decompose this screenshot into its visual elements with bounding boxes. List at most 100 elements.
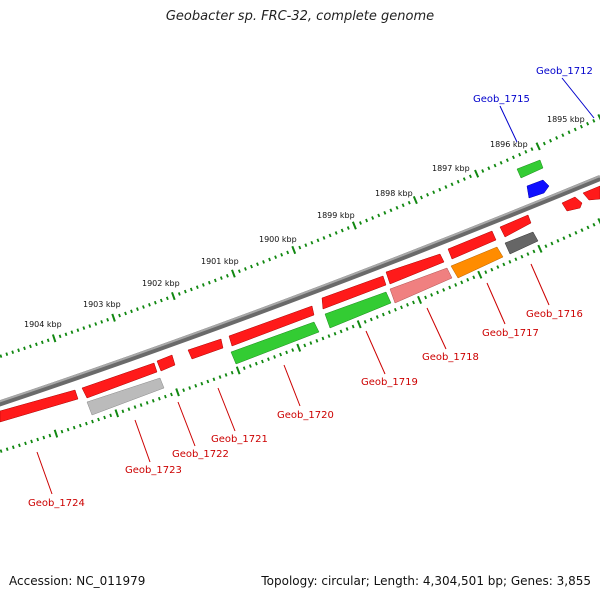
minor-scale-tick <box>580 228 584 232</box>
scale-label: 1902 kbp <box>142 279 180 288</box>
minor-scale-tick <box>145 401 149 405</box>
major-scale-tick <box>51 334 57 343</box>
minor-scale-tick <box>462 177 466 181</box>
minor-scale-tick <box>395 205 399 210</box>
minor-scale-tick <box>340 228 344 233</box>
gene-arrow-offscreen-a[interactable] <box>561 196 583 212</box>
minor-scale-tick <box>82 326 86 330</box>
minor-scale-tick <box>164 394 167 399</box>
gene-label-geob-1724[interactable]: Geob_1724 <box>28 498 85 509</box>
gene-arrow-offscreen-b[interactable] <box>582 185 600 201</box>
minor-scale-tick <box>35 342 38 347</box>
minor-scale-tick <box>400 305 403 310</box>
minor-scale-tick <box>58 334 62 339</box>
minor-scale-tick <box>315 338 319 343</box>
minor-scale-tick <box>285 350 289 355</box>
minor-scale-tick <box>76 328 80 332</box>
minor-scale-tick <box>286 250 290 255</box>
gene-label-geob-1712[interactable]: Geob_1712 <box>536 66 593 77</box>
minor-scale-tick <box>248 364 252 368</box>
gene-label-geob-1719[interactable]: Geob_1719 <box>361 377 418 388</box>
scale-label: 1899 kbp <box>317 211 355 220</box>
minor-scale-tick <box>23 346 26 351</box>
minor-scale-tick <box>48 433 52 438</box>
minor-scale-tick <box>586 121 590 126</box>
minor-scale-tick <box>11 445 15 450</box>
minor-scale-tick <box>195 285 199 290</box>
minor-scale-tick <box>406 303 409 307</box>
minor-scale-tick <box>170 392 173 397</box>
minor-scale-tick <box>279 352 283 357</box>
minor-scale-tick <box>177 292 181 296</box>
gene-label-geob-1718[interactable]: Geob_1718 <box>422 352 479 363</box>
minor-scale-tick <box>5 352 9 356</box>
minor-scale-tick <box>18 443 21 448</box>
major-scale-tick <box>291 245 297 255</box>
minor-scale-tick <box>206 379 210 384</box>
minor-scale-tick <box>444 185 448 189</box>
gene-arrow-geob-1712[interactable] <box>526 179 550 199</box>
gene-arrow-upper-7[interactable] <box>156 354 176 372</box>
minor-scale-tick <box>334 231 338 235</box>
minor-scale-tick <box>201 283 205 287</box>
minor-scale-tick <box>94 322 98 326</box>
major-scale-tick <box>537 244 543 253</box>
gene-label-geob-1715[interactable]: Geob_1715 <box>473 94 530 105</box>
gene-arrow-upper-9[interactable] <box>0 389 79 423</box>
minor-scale-tick <box>213 278 217 283</box>
gene-arrow-geob-1723[interactable] <box>86 377 165 416</box>
minor-scale-tick <box>24 441 27 446</box>
minor-scale-tick <box>250 264 253 269</box>
minor-scale-tick <box>530 147 534 151</box>
gene-arrow-upper-3[interactable] <box>385 253 445 285</box>
minor-scale-tick <box>328 233 332 238</box>
major-scale-tick <box>535 142 541 151</box>
minor-scale-tick <box>499 161 503 165</box>
minor-scale-tick <box>520 254 524 259</box>
minor-scale-tick <box>481 169 485 173</box>
inner-scale-ring <box>0 217 600 453</box>
minor-scale-tick <box>268 257 272 262</box>
gene-arrow-geob-1719[interactable] <box>324 291 392 329</box>
gene-label-geob-1720[interactable]: Geob_1720 <box>277 410 334 421</box>
gene-arrow-upper-4[interactable] <box>321 275 387 310</box>
gene-arrow-geob-1717[interactable] <box>450 246 504 279</box>
gene-arrow-geob-1715[interactable] <box>516 159 544 179</box>
major-scale-tick <box>351 221 357 230</box>
gene-arrow-geob-1720[interactable] <box>230 321 320 365</box>
scale-label: 1901 kbp <box>201 257 239 266</box>
minor-scale-tick <box>218 375 222 379</box>
major-scale-tick <box>171 291 176 301</box>
minor-scale-tick <box>407 200 411 205</box>
gene-label-geob-1721[interactable]: Geob_1721 <box>211 434 268 445</box>
scale-label: 1904 kbp <box>24 320 62 329</box>
minor-scale-tick <box>78 423 82 428</box>
minor-scale-tick <box>454 283 458 287</box>
minor-scale-tick <box>387 310 391 315</box>
major-scale-tick <box>53 429 59 438</box>
minor-scale-tick <box>109 413 113 418</box>
minor-scale-tick <box>303 343 307 348</box>
gene-label-geob-1716[interactable]: Geob_1716 <box>526 309 583 320</box>
minor-scale-tick <box>127 407 131 412</box>
minor-scale-tick <box>280 252 284 257</box>
minor-scale-tick <box>518 152 522 157</box>
minor-scale-tick <box>511 155 515 160</box>
gene-arrow-geob-1716[interactable] <box>504 231 539 255</box>
gene-arrow-upper-5[interactable] <box>228 305 315 347</box>
gene-arrow-upper-2[interactable] <box>447 230 497 260</box>
gene-label-geob-1722[interactable]: Geob_1722 <box>172 449 229 460</box>
gene-arrow-geob-1718[interactable] <box>389 267 453 304</box>
minor-scale-tick <box>346 226 350 230</box>
minor-scale-tick <box>291 348 295 352</box>
gene-arrow-upper-8[interactable] <box>81 362 158 399</box>
gene-arrow-upper-1[interactable] <box>499 214 532 238</box>
minor-scale-tick <box>550 241 554 246</box>
minor-scale-tick <box>579 124 583 129</box>
minor-scale-tick <box>436 290 440 295</box>
gene-label-geob-1717[interactable]: Geob_1717 <box>482 328 539 339</box>
gene-arrow-upper-6[interactable] <box>187 338 224 360</box>
minor-scale-tick <box>555 136 559 140</box>
minor-scale-tick <box>412 300 415 305</box>
gene-label-geob-1723[interactable]: Geob_1723 <box>125 465 182 476</box>
